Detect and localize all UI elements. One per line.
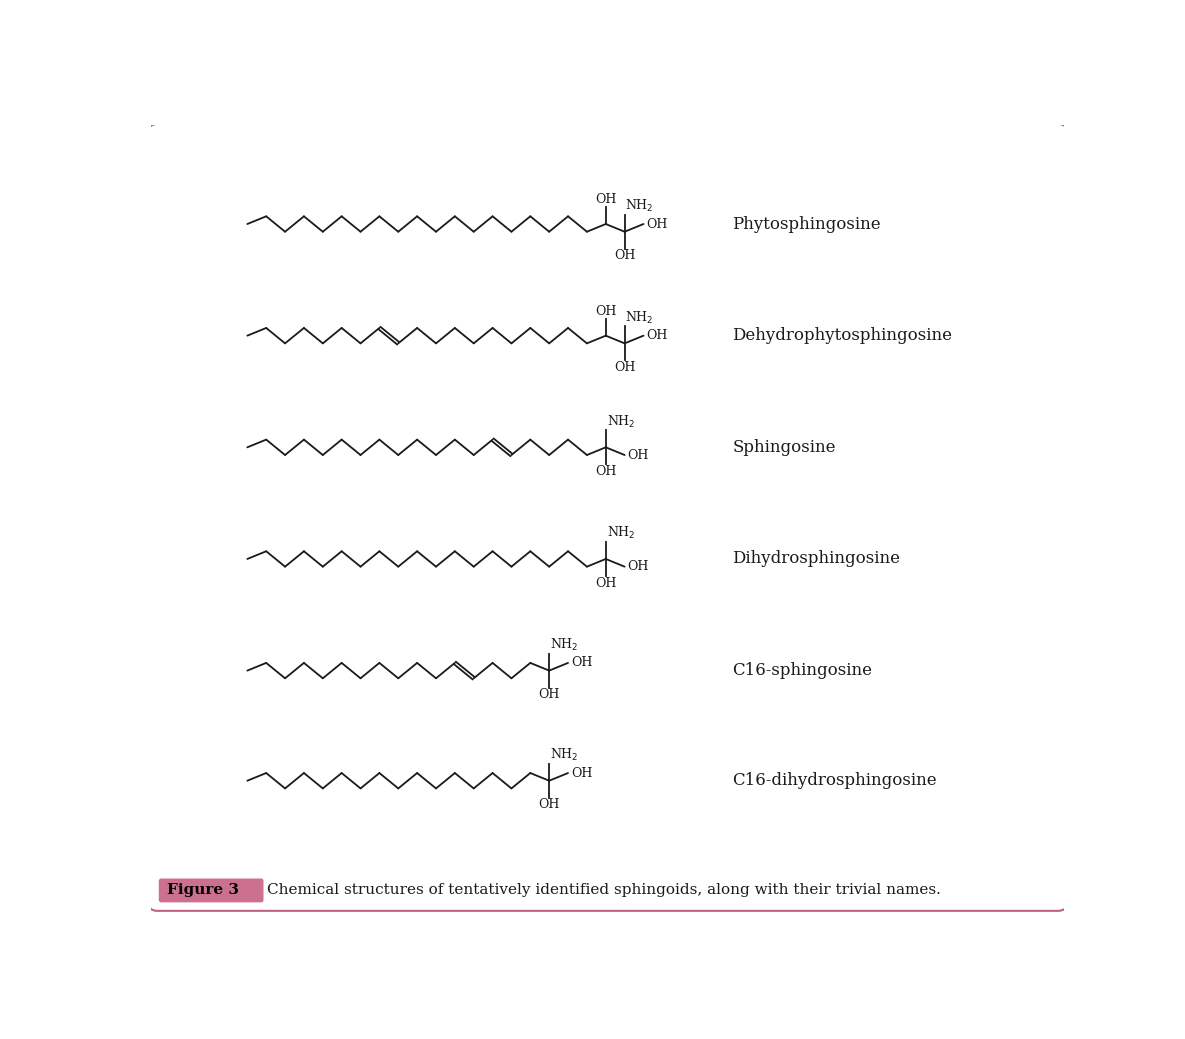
Text: NH$_2$: NH$_2$ xyxy=(607,414,635,429)
Text: OH: OH xyxy=(614,249,635,263)
Text: OH: OH xyxy=(595,577,616,590)
Text: NH$_2$: NH$_2$ xyxy=(550,747,578,763)
Text: OH: OH xyxy=(538,798,559,811)
Text: OH: OH xyxy=(628,560,649,574)
FancyBboxPatch shape xyxy=(148,124,1068,911)
Text: Sphingosine: Sphingosine xyxy=(732,438,835,456)
Text: OH: OH xyxy=(595,305,616,318)
Text: C16-dihydrosphingosine: C16-dihydrosphingosine xyxy=(732,772,937,790)
Text: Dehydrophytosphingosine: Dehydrophytosphingosine xyxy=(732,327,953,344)
Text: NH$_2$: NH$_2$ xyxy=(626,310,654,325)
Text: OH: OH xyxy=(571,767,592,779)
Text: Figure 3: Figure 3 xyxy=(167,883,239,898)
Text: Phytosphingosine: Phytosphingosine xyxy=(732,215,882,233)
Text: OH: OH xyxy=(595,465,616,478)
Text: OH: OH xyxy=(647,217,668,231)
Text: C16-sphingosine: C16-sphingosine xyxy=(732,662,872,680)
Text: OH: OH xyxy=(628,449,649,461)
Text: Dihydrosphingosine: Dihydrosphingosine xyxy=(732,551,901,567)
Text: NH$_2$: NH$_2$ xyxy=(550,637,578,652)
Text: NH$_2$: NH$_2$ xyxy=(626,197,654,214)
FancyBboxPatch shape xyxy=(159,879,263,903)
Text: OH: OH xyxy=(614,362,635,374)
Text: OH: OH xyxy=(647,329,668,342)
Text: NH$_2$: NH$_2$ xyxy=(607,525,635,541)
Text: OH: OH xyxy=(595,193,616,207)
Text: OH: OH xyxy=(538,688,559,701)
Text: OH: OH xyxy=(571,657,592,669)
Text: Chemical structures of tentatively identified sphingoids, along with their trivi: Chemical structures of tentatively ident… xyxy=(267,883,941,898)
